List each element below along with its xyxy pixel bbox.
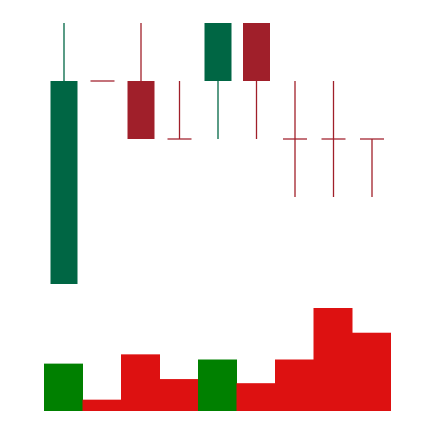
volume-bar-3	[121, 354, 160, 411]
volume-bar-6	[236, 383, 276, 411]
volume-bar-1	[44, 363, 83, 411]
candle-body	[243, 23, 270, 81]
candle-body	[50, 81, 78, 284]
volume-bar-4	[159, 379, 199, 411]
volume-bar-5	[198, 359, 237, 411]
candle-6	[243, 23, 270, 139]
volume-bar-2	[82, 399, 122, 411]
candle-4	[167, 81, 192, 140]
volume-bar-8	[313, 308, 353, 411]
candle-5	[204, 23, 232, 139]
candle-1	[50, 23, 78, 284]
candle-7	[283, 81, 307, 197]
candle-body	[204, 23, 232, 81]
candle-3	[127, 23, 155, 139]
volume-bar-9	[352, 332, 391, 411]
candle-body	[127, 81, 155, 139]
candle-9	[360, 138, 384, 197]
candle-8	[321, 81, 346, 197]
candlestick-panel	[50, 23, 384, 284]
volume-panel	[44, 308, 391, 411]
volume-bar-7	[275, 359, 314, 411]
